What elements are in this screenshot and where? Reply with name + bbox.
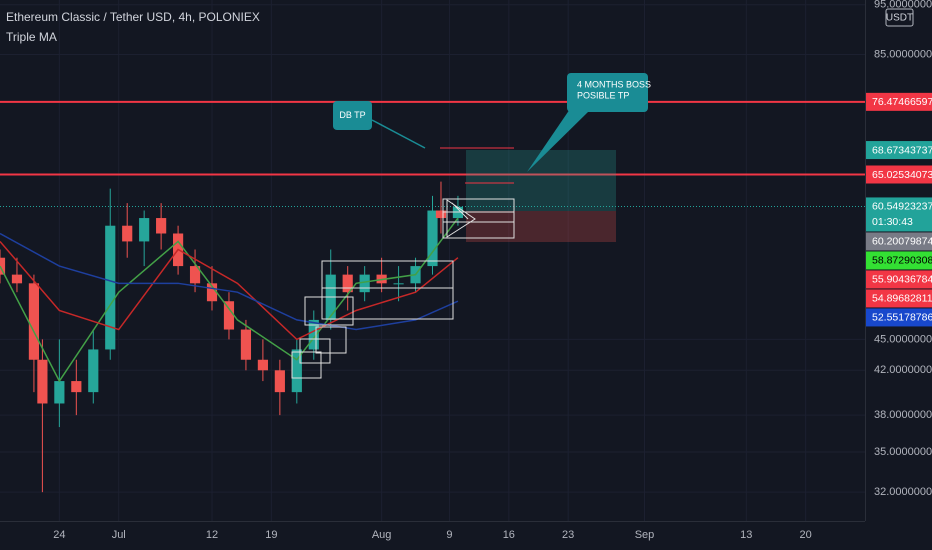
price-label: 68.67343737 [872,144,932,156]
x-tick-label: 12 [206,529,218,541]
moving-average [0,232,459,331]
candle-body [122,225,133,242]
candle-body [342,274,353,293]
candle-body [435,210,447,219]
x-tick-label: 16 [503,529,515,541]
box [291,351,322,379]
box [321,287,454,320]
y-tick-label: 42.00000000 [874,364,932,376]
price-label: 55.90436784 [872,274,932,286]
candle-body [206,283,218,302]
candle-body [274,370,285,393]
candle-body [308,319,319,350]
candle-body [37,359,48,404]
price-label: 65.02534073 [872,169,932,181]
price-label-bg [866,232,932,251]
moving-average [0,240,459,341]
box [304,296,354,326]
box [315,326,347,354]
price-label-bg [866,141,932,160]
candle-body [189,266,201,284]
price-label: 60.20079874 [872,236,932,248]
price-label: 58.87290308 [872,255,932,267]
callout-db: DB TP [333,101,426,149]
candle-body [291,349,302,393]
callout-boss: 4 MONTHS BOSS POSIBLE TP [527,73,651,172]
candle-body [156,218,167,234]
callout-pointer [527,106,588,172]
candle-body [54,381,65,404]
price-label-bg [866,165,932,184]
candle-body [88,349,99,393]
x-tick-label: Jul [112,529,126,541]
moving-average [0,217,459,383]
currency-badge[interactable] [885,8,914,27]
candle-body [257,359,268,371]
callout-box [567,73,648,112]
y-tick-label: 38.00000000 [874,409,932,421]
price-label-bg [866,197,932,232]
x-tick-label: 23 [562,529,574,541]
candle-body [223,301,235,330]
y-tick-label: 35.00000000 [874,446,932,458]
labels: 95.00000000 85.00000000 45.00000000 42.0000… [53,0,932,541]
x-tick-label: Sep [635,529,655,541]
callout-text: DB TP [339,110,365,120]
price-label-bg [866,289,932,308]
price-label-bg [866,270,932,289]
long-loss-zone [466,211,616,242]
marks [0,0,865,521]
box [299,338,331,364]
candle-body [139,218,150,242]
triangle [446,199,476,238]
callout-text: POSIBLE TP [577,90,629,100]
candle-body [71,381,82,393]
candle-body [359,274,370,293]
x-tick-label: 24 [53,529,65,541]
symbol-title: Ethereum Classic / Tether USD, 4h, POLON… [6,10,260,24]
x-tick-label: 19 [265,529,277,541]
indicator-name: Triple MA [6,30,57,44]
price-label-bg [866,92,932,111]
currency[interactable]: USDT [886,13,913,24]
x-tick-label: 13 [740,529,752,541]
price-label-bg [866,251,932,270]
candle-body [28,283,40,360]
callout-text: 4 MONTHS BOSS [577,79,651,89]
box [442,211,515,223]
candle-body [427,210,438,267]
x-tick-label: 20 [800,529,812,541]
candle-body [11,274,23,284]
candle-body [105,225,116,350]
price-label: 52.55178786 [872,312,932,324]
price-label: 76.47466597 [872,96,932,108]
y-tick-label: 45.00000000 [874,333,932,345]
price-label: 60.54923237 [872,201,932,213]
price-label-bg [866,308,932,327]
candle-body [393,283,404,285]
y-tick-label: 32.00000000 [874,486,932,498]
x-tick-label: 9 [446,529,452,541]
y-tick-label: 85.00000000 [874,48,932,60]
price-label: 54.89682811 [872,293,932,305]
long-profit-zone [466,150,616,211]
y-tick-label: 95.00000000 [874,0,932,11]
x-tick-label: Aug [372,529,392,541]
drawings [291,147,616,379]
candle-body [240,329,252,360]
callout-pointer [371,119,426,149]
callout-box [333,101,372,130]
candle-body [0,257,6,275]
countdown: 01:30:43 [872,216,913,228]
